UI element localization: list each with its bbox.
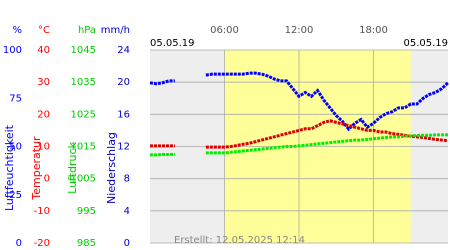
y-tick-label: 50 — [9, 142, 22, 153]
y-tick-label: 75 — [9, 93, 22, 104]
axis-unit: °C — [38, 25, 50, 36]
y-tick-label: 10 — [37, 142, 50, 153]
y-tick-label: 1005 — [71, 174, 96, 185]
y-tick-label: 40 — [37, 45, 50, 56]
series-line — [149, 71, 450, 132]
axis-unit: hPa — [78, 25, 96, 36]
x-tick-label: 18:00 — [359, 25, 388, 36]
y-tick-label: 1035 — [71, 77, 96, 88]
axis-title: Niederschlag — [105, 132, 118, 204]
y-tick-label: -20 — [34, 238, 50, 249]
y-tick-label: 4 — [124, 206, 130, 217]
y-tick-label: 1015 — [71, 142, 96, 153]
y-tick-label: 20 — [37, 109, 50, 120]
y-tick-label: 995 — [77, 206, 96, 217]
y-tick-label: 0 — [124, 238, 130, 249]
axis-title: Luftdruck — [66, 141, 79, 193]
y-tick-label: 100 — [3, 45, 22, 56]
y-tick-label: 985 — [77, 238, 96, 249]
y-tick-label: 1045 — [71, 45, 96, 56]
axis-unit: mm/h — [101, 25, 130, 36]
date-label: 05.05.19 — [403, 38, 448, 49]
y-tick-label: 12 — [117, 142, 130, 153]
y-tick-label: 1025 — [71, 109, 96, 120]
axis-title: Luftfeuchtigkeit — [3, 124, 16, 211]
y-tick-label: 0 — [44, 174, 50, 185]
y-tick-label: 20 — [117, 77, 130, 88]
axis-title: Temperatur — [30, 136, 43, 201]
y-tick-label: 24 — [117, 45, 130, 56]
y-tick-label: 8 — [124, 174, 130, 185]
y-tick-label: 25 — [9, 190, 22, 201]
footer: Erstellt: 12.05.2025 12:14 — [174, 235, 305, 246]
y-tick-label: 0 — [16, 238, 22, 249]
y-tick-label: -10 — [34, 206, 50, 217]
y-tick-label: 30 — [37, 77, 50, 88]
series-line — [150, 119, 449, 149]
series-line — [150, 133, 448, 157]
date-label: 05.05.19 — [150, 38, 195, 49]
axis-unit: % — [12, 25, 22, 36]
x-tick-label: 06:00 — [210, 25, 239, 36]
y-tick-label: 16 — [117, 109, 130, 120]
x-tick-label: 12:00 — [285, 25, 314, 36]
